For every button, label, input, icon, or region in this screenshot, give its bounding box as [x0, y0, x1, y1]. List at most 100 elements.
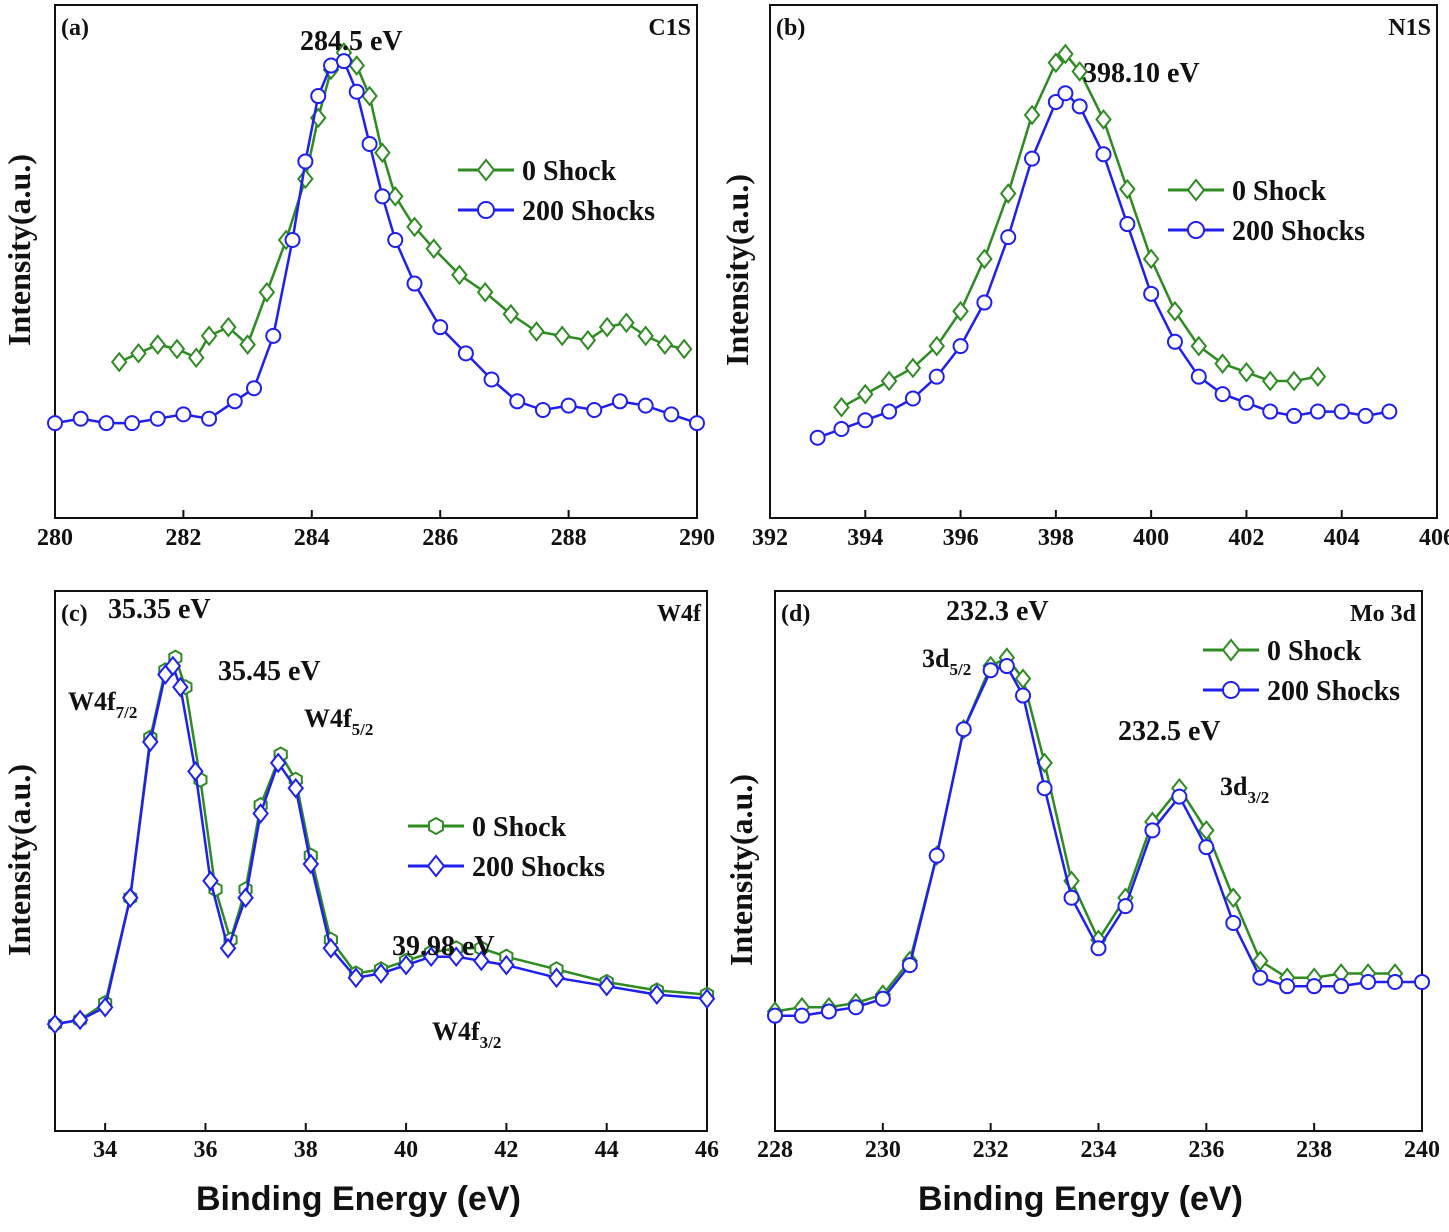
- series-c-1: [46, 655, 716, 1035]
- legend-label-b-1: 200 Shocks: [1232, 216, 1365, 247]
- data-point-c-1: [548, 967, 565, 989]
- data-point-a-1: [560, 397, 577, 414]
- data-point-d-0: [1251, 950, 1269, 972]
- legend-marker-b-0: [1186, 178, 1206, 202]
- x-tick-label-b: 398: [1038, 525, 1074, 551]
- x-tick-label-c: 36: [193, 1137, 217, 1163]
- legend-marker-a-1: [477, 201, 495, 219]
- panel-title-a: C1S: [648, 15, 691, 41]
- data-point-c-1: [252, 803, 269, 824]
- x-tick-label-c: 42: [494, 1137, 518, 1163]
- x-tick-label-d: 240: [1404, 1137, 1440, 1163]
- legend-label-d-1: 200 Shocks: [1267, 676, 1400, 707]
- data-point-c-1: [698, 988, 716, 1010]
- data-point-a-0: [675, 338, 693, 360]
- data-point-c-1: [447, 946, 465, 968]
- plot-frame-c: [54, 590, 708, 1132]
- data-point-b-1: [857, 412, 874, 429]
- data-point-b-0: [880, 370, 898, 392]
- x-tick-label-d: 232: [973, 1137, 1009, 1163]
- data-point-b-1: [1143, 285, 1160, 302]
- data-point-a-0: [528, 321, 545, 342]
- y-axis-title-c: Intensity(a.u.): [1, 764, 37, 956]
- data-point-b-0: [1095, 109, 1112, 130]
- data-point-a-1: [406, 275, 423, 292]
- data-point-a-1: [149, 410, 166, 427]
- data-point-a-1: [47, 415, 63, 432]
- data-point-a-0: [130, 342, 147, 364]
- panel-d: 228 230 232 234 236 238 240 Intensity(a.u.) (d) M…: [723, 590, 1440, 1163]
- data-point-d-1: [767, 1007, 783, 1024]
- data-point-b-0: [976, 248, 993, 270]
- data-point-c-1: [598, 975, 615, 997]
- series-line-b-1: [817, 91, 1390, 439]
- data-point-a-1: [335, 53, 352, 70]
- peak-annotation-b-0: 398.10 eV: [1083, 58, 1200, 89]
- data-point-c-1: [347, 967, 365, 989]
- x-tick-label-d: 234: [1081, 1137, 1117, 1163]
- x-tick-label-d: 238: [1296, 1137, 1332, 1163]
- data-point-b-0: [1023, 104, 1041, 126]
- data-point-b-0: [1071, 61, 1088, 82]
- y-axis-title-a: Intensity(a.u.): [1, 154, 37, 346]
- data-point-d-1: [998, 658, 1015, 675]
- data-point-a-0: [451, 264, 468, 286]
- data-point-a-0: [149, 334, 167, 355]
- data-point-a-0: [187, 347, 205, 369]
- x-tick-label-c: 38: [294, 1137, 318, 1163]
- data-point-a-1: [611, 393, 628, 410]
- data-point-d-1: [928, 847, 945, 864]
- data-point-a-0: [168, 338, 186, 360]
- data-point-d-1: [1036, 780, 1053, 797]
- panel-c: 34 36 38 40 42 44 46 Intensity(a.u.) (c) W4f 0 Sho…: [1, 590, 719, 1163]
- legend-marker-b-1: [1187, 221, 1205, 239]
- data-point-a-0: [553, 325, 571, 347]
- peak-label-c-0: W4f7/2: [68, 687, 137, 722]
- data-point-b-1: [952, 338, 969, 355]
- data-point-c-1: [322, 937, 340, 959]
- data-point-b-1: [1190, 368, 1207, 385]
- data-point-c-1: [142, 731, 159, 753]
- x-tick-label-d: 236: [1188, 1137, 1224, 1163]
- data-point-b-1: [928, 368, 945, 385]
- peak-label-d-1: 3d3/2: [1220, 772, 1269, 807]
- x-tick-label-b: 396: [943, 525, 979, 551]
- data-point-d-1: [820, 1003, 837, 1020]
- data-point-d-1: [1306, 978, 1323, 995]
- peak-annotation-c-0: 35.35 eV: [108, 594, 211, 625]
- data-point-d-1: [1144, 822, 1161, 839]
- data-point-a-1: [387, 231, 404, 248]
- data-point-b-1: [809, 429, 826, 446]
- legend-d: 0 Shock 200 Shocks: [1203, 636, 1400, 707]
- x-tick-label-a: 286: [422, 525, 458, 551]
- data-point-b-0: [928, 335, 946, 357]
- legend-b: 0 Shock 200 Shocks: [1168, 176, 1365, 247]
- data-point-d-1: [793, 1007, 810, 1024]
- data-point-c-1: [422, 946, 440, 968]
- data-point-b-0: [904, 357, 922, 379]
- data-point-c-1: [269, 752, 287, 774]
- x-tick-label-d: 228: [757, 1137, 793, 1163]
- legend-label-d-0: 0 Shock: [1267, 636, 1362, 667]
- panel-title-c: W4f: [657, 601, 702, 627]
- x-axis-title-d: Binding Energy (eV): [918, 1180, 1243, 1218]
- data-point-d-1: [1171, 788, 1188, 805]
- plot-frame-b: [769, 4, 1438, 519]
- data-point-a-1: [348, 83, 365, 100]
- x-tick-label-a: 280: [37, 525, 73, 551]
- data-point-d-1: [901, 957, 918, 974]
- data-point-b-1: [1119, 216, 1136, 233]
- data-point-b-0: [833, 396, 850, 418]
- data-point-a-0: [258, 281, 276, 303]
- data-point-c-1: [237, 887, 254, 909]
- data-point-b-0: [1190, 335, 1208, 357]
- data-point-b-1: [1286, 407, 1303, 424]
- data-point-c-1: [96, 996, 114, 1018]
- data-point-a-0: [618, 312, 635, 334]
- legend-label-a-0: 0 Shock: [522, 156, 617, 187]
- x-tick-label-b: 406: [1419, 525, 1449, 551]
- x-tick-label-a: 284: [294, 525, 330, 551]
- data-point-b-1: [1262, 403, 1279, 420]
- data-point-c-1: [219, 937, 237, 959]
- data-point-a-1: [374, 188, 391, 205]
